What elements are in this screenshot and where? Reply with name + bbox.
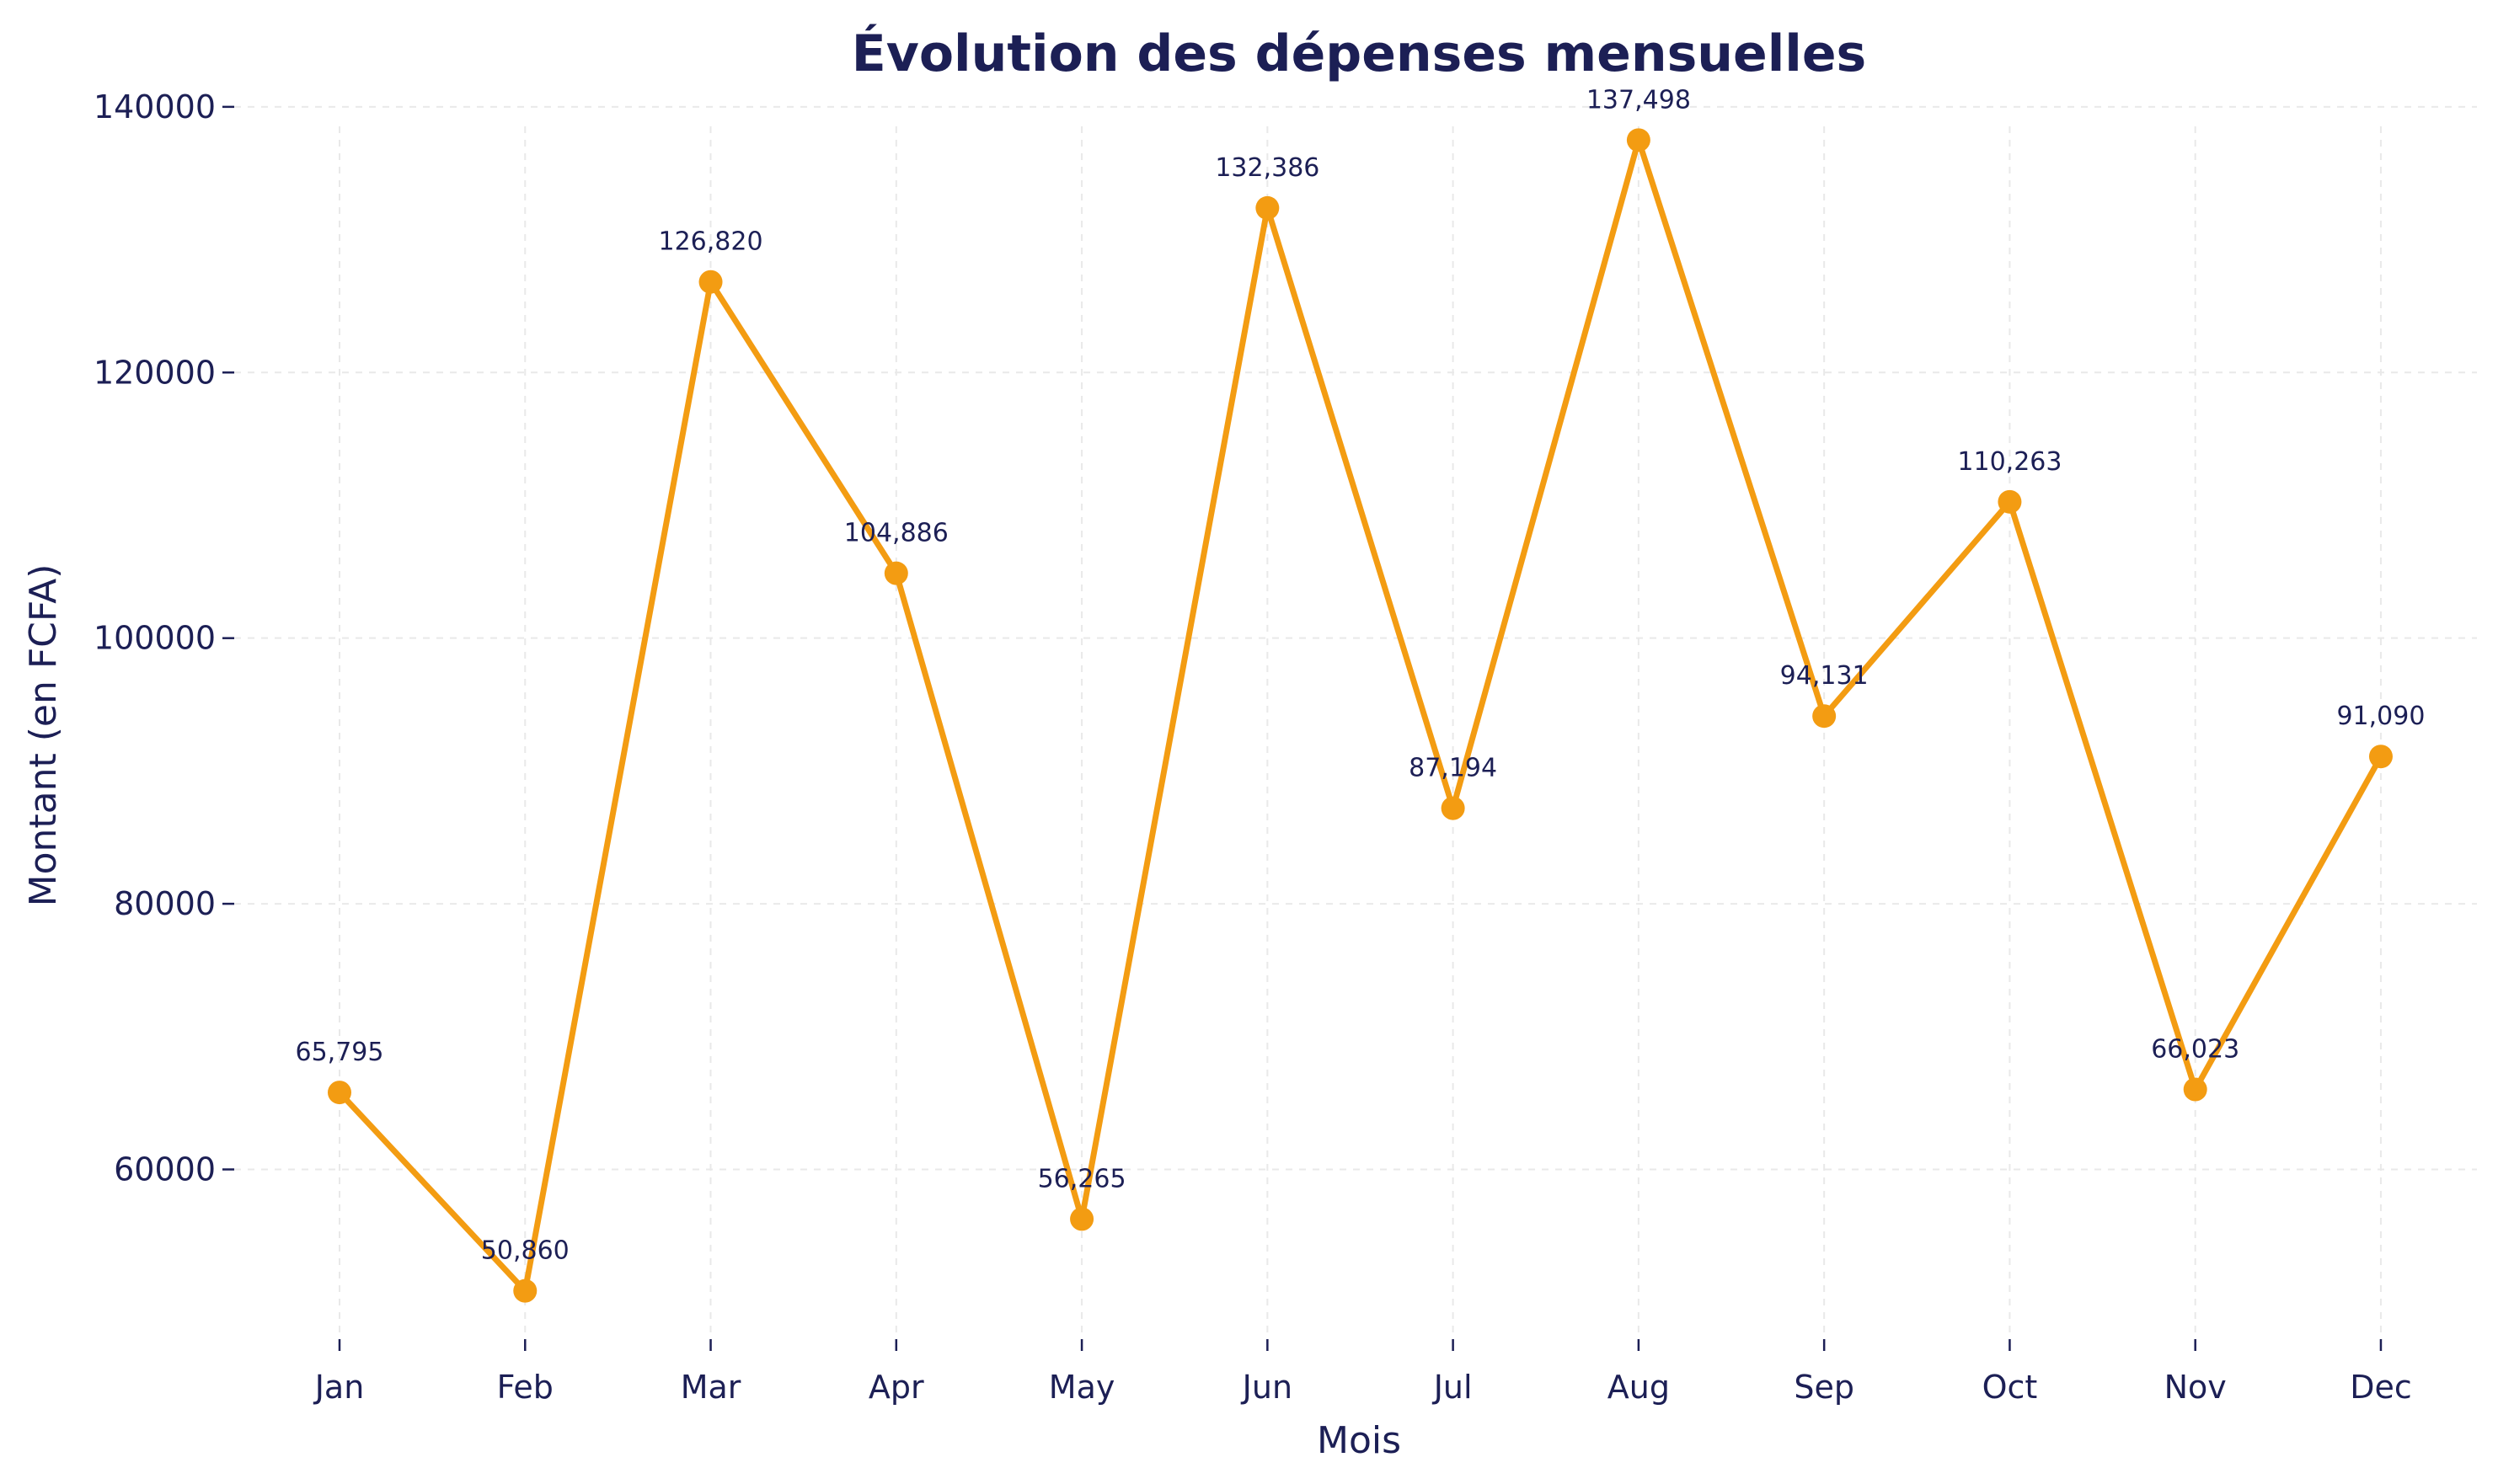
series-line <box>336 136 2384 1294</box>
x-tick-label: Jun <box>1241 1369 1292 1406</box>
data-point <box>698 270 723 294</box>
data-point <box>884 561 908 585</box>
y-axis-label: Montant (en FCFA) <box>22 564 65 907</box>
data-label: 104,886 <box>844 519 949 548</box>
data-label: 132,386 <box>1215 153 1319 183</box>
y-tick-label: 100000 <box>94 620 216 657</box>
x-tick-label: Nov <box>2164 1369 2227 1406</box>
data-label: 56,265 <box>1038 1164 1126 1193</box>
x-tick-label: Jan <box>313 1369 365 1406</box>
grid-layer <box>234 105 2477 1339</box>
x-tick-label: Oct <box>1982 1369 2038 1406</box>
data-point <box>1812 704 1837 729</box>
data-label: 94,131 <box>1780 661 1869 691</box>
x-tick-label: Mar <box>681 1369 741 1406</box>
tick-layer: 60000 80000 100000 120000 140000 Jan Feb Mar Apr… <box>94 88 2412 1406</box>
data-label: 110,263 <box>1957 447 2062 477</box>
y-tick-label: 140000 <box>94 88 216 125</box>
x-tick-label: Feb <box>497 1369 554 1406</box>
data-point <box>2183 1077 2207 1102</box>
data-point <box>1070 1207 1094 1231</box>
data-label: 91,090 <box>2336 702 2425 731</box>
x-tick-label: May <box>1049 1369 1115 1406</box>
x-tick-label: Apr <box>869 1369 924 1406</box>
x-tick-label: Sep <box>1794 1369 1854 1406</box>
y-tick-label: 120000 <box>94 354 216 391</box>
series-layer <box>328 128 2393 1303</box>
data-label: 87,194 <box>1409 754 1497 783</box>
data-point <box>1441 796 1465 820</box>
y-tick-label: 80000 <box>114 885 216 922</box>
x-tick-label: Aug <box>1607 1369 1670 1406</box>
chart-title: Évolution des dépenses mensuelles <box>852 23 1867 83</box>
data-point <box>1626 128 1650 152</box>
data-label: 137,498 <box>1586 85 1691 115</box>
x-tick-label: Jul <box>1432 1369 1473 1406</box>
x-axis-label: Mois <box>1317 1419 1401 1462</box>
data-point <box>1255 195 1280 220</box>
data-point <box>513 1278 538 1303</box>
data-label: 50,860 <box>481 1236 570 1266</box>
data-point <box>2368 745 2393 769</box>
data-point <box>1998 489 2022 514</box>
x-tick-label: Dec <box>2350 1369 2412 1406</box>
y-tick-label: 60000 <box>114 1151 216 1188</box>
data-label: 65,795 <box>296 1038 384 1067</box>
label-layer: 65,795 50,860 126,820 104,886 56,265 132,386 8… <box>296 85 2426 1265</box>
data-label: 126,820 <box>659 227 763 257</box>
data-label: 66,023 <box>2151 1035 2239 1065</box>
data-point <box>328 1081 351 1105</box>
